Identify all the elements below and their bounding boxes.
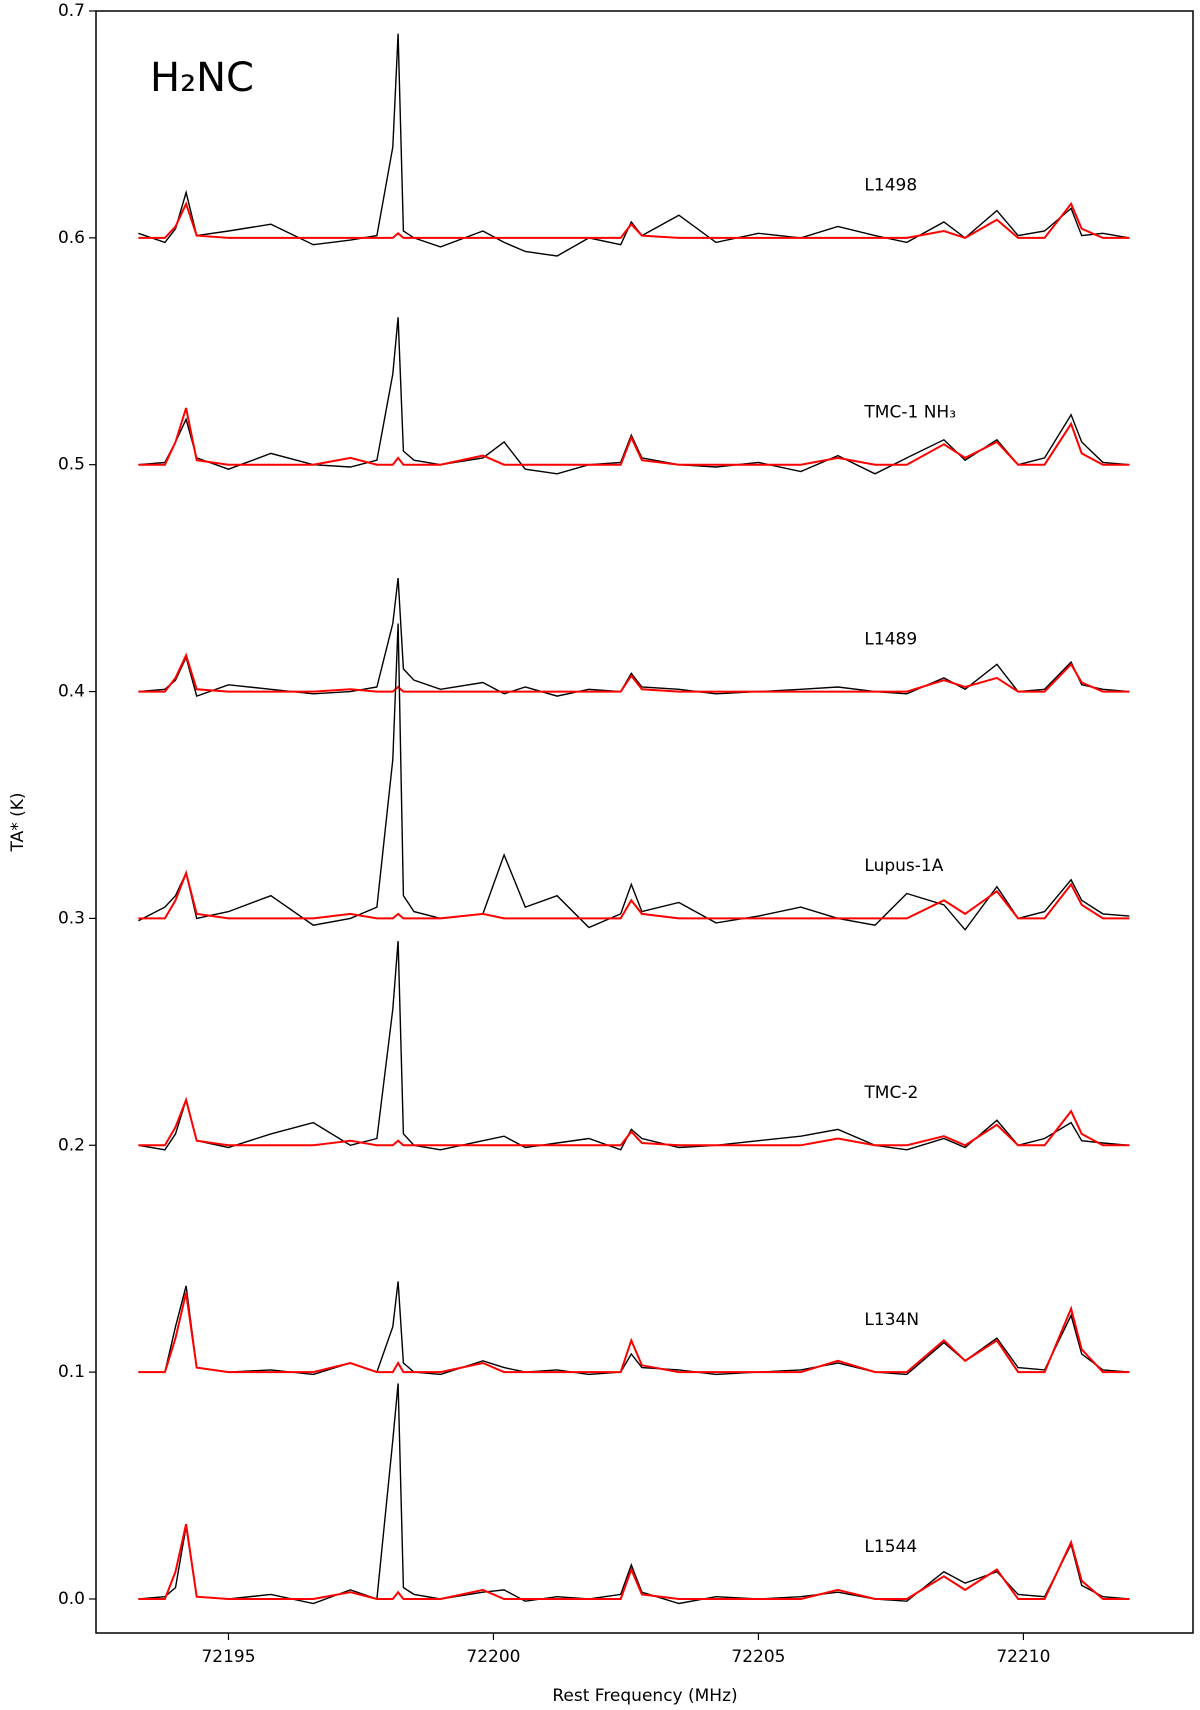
model-spectrum <box>138 407 1130 466</box>
spectrum-label: TMC-1 NH₃ <box>863 403 956 423</box>
plot-frame <box>95 10 1194 1634</box>
observed-spectrum <box>138 1281 1130 1376</box>
y-axis-label: TA* (K) <box>8 792 28 852</box>
model-spectrum <box>138 1292 1130 1374</box>
model-spectrum <box>138 1523 1130 1600</box>
spectrum-label: Lupus-1A <box>864 856 943 876</box>
y-tick-label: 0.0 <box>58 1589 85 1609</box>
spectrum-label: L134N <box>864 1310 919 1330</box>
observed-spectrum <box>138 623 1130 931</box>
y-tick-label: 0.5 <box>58 455 85 475</box>
observed-spectrum <box>138 941 1130 1151</box>
x-tick-label: 72210 <box>996 1647 1050 1667</box>
model-spectrum <box>138 652 1130 693</box>
spectrum-label: TMC-2 <box>863 1083 918 1103</box>
y-tick-label: 0.2 <box>58 1135 85 1155</box>
observed-spectrum <box>138 1383 1130 1605</box>
observed-spectrum <box>138 33 1130 257</box>
x-tick-label: 72200 <box>466 1647 520 1667</box>
x-tick-label: 72205 <box>731 1647 785 1667</box>
spectrum-label: L1498 <box>864 176 917 196</box>
x-tick-label: 72195 <box>201 1647 255 1667</box>
spectrum-label: L1544 <box>864 1537 917 1557</box>
y-tick-label: 0.6 <box>58 228 85 248</box>
model-spectrum <box>138 1096 1130 1147</box>
x-axis-label: Rest Frequency (MHz) <box>552 1686 737 1706</box>
y-tick-label: 0.3 <box>58 908 85 928</box>
model-spectrum <box>138 201 1130 239</box>
spectrum-label: L1489 <box>864 629 917 649</box>
model-spectrum <box>138 869 1130 920</box>
y-tick-label: 0.4 <box>58 682 85 702</box>
y-tick-label: 0.7 <box>58 1 85 21</box>
y-tick-label: 0.1 <box>58 1362 85 1382</box>
chart-title: H₂NC <box>150 55 254 101</box>
